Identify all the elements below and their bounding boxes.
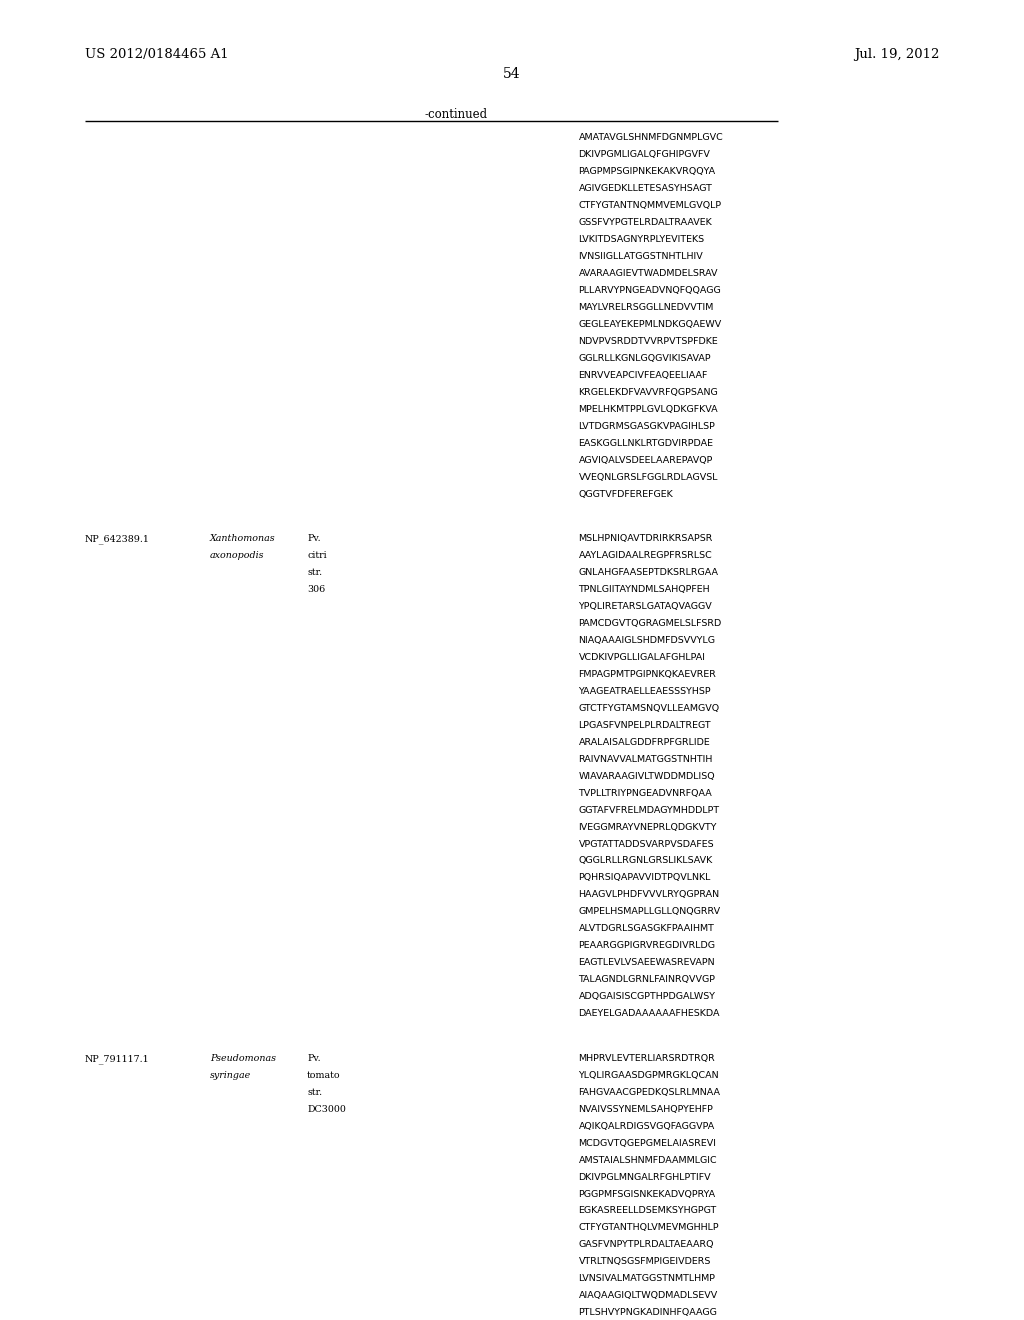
Text: NDVPVSRDDTVVRPVTSPFDKE: NDVPVSRDDTVVRPVTSPFDKE [579,337,718,346]
Text: DKIVPGLMNGALRFGHLPTIFV: DKIVPGLMNGALRFGHLPTIFV [579,1172,712,1181]
Text: QGGLRLLRGNLGRSLIKLSAVK: QGGLRLLRGNLGRSLIKLSAVK [579,857,713,866]
Text: GTCTFYGTAMSNQVLLEAMGVQ: GTCTFYGTAMSNQVLLEAMGVQ [579,704,720,713]
Text: YPQLIRETARSLGATAQVAGGV: YPQLIRETARSLGATAQVAGGV [579,602,713,611]
Text: DC3000: DC3000 [307,1105,346,1114]
Text: NP_642389.1: NP_642389.1 [85,535,150,544]
Text: LVKITDSAGNYRPLYEVITEKS: LVKITDSAGNYRPLYEVITEKS [579,235,705,244]
Text: AVARAAGIEVTWADMDELSRAV: AVARAAGIEVTWADMDELSRAV [579,269,718,279]
Text: VTRLTNQSGSFMPIGEIVDERS: VTRLTNQSGSFMPIGEIVDERS [579,1258,711,1266]
Text: PEAARGGPIGRVREGDIVRLDG: PEAARGGPIGRVREGDIVRLDG [579,941,716,950]
Text: 54: 54 [503,67,521,82]
Text: EAGTLEVLVSAEEWASREVAPN: EAGTLEVLVSAEEWASREVAPN [579,958,715,968]
Text: LVTDGRMSGASGKVPAGIHLSP: LVTDGRMSGASGKVPAGIHLSP [579,421,716,430]
Text: IVNSIIGLLATGGSTNHTLHIV: IVNSIIGLLATGGSTNHTLHIV [579,252,703,261]
Text: MAYLVRELRSGGLLNEDVVTIM: MAYLVRELRSGGLLNEDVVTIM [579,304,714,312]
Text: GGLRLLKGNLGQGVIKISAVAP: GGLRLLKGNLGQGVIKISAVAP [579,354,712,363]
Text: HAAGVLPHDFVVVLRYQGPRAN: HAAGVLPHDFVVVLRYQGPRAN [579,891,720,899]
Text: YAAGEATRAELLEAESSSYHSP: YAAGEATRAELLEAESSSYHSP [579,686,712,696]
Text: NVAIVSSYNEMLSAHQPYEHFP: NVAIVSSYNEMLSAHQPYEHFP [579,1105,714,1114]
Text: citri: citri [307,552,327,560]
Text: PGGPMFSGISNKEKADVQPRYA: PGGPMFSGISNKEKADVQPRYA [579,1189,716,1199]
Text: GASFVNPYTPLRDALTAEAARQ: GASFVNPYTPLRDALTAEAARQ [579,1241,714,1250]
Text: AMATAVGLSHNMFDGNMPLGVC: AMATAVGLSHNMFDGNMPLGVC [579,133,723,143]
Text: WIAVARAAGIVLTWDDMDLISQ: WIAVARAAGIVLTWDDMDLISQ [579,772,715,780]
Text: LPGASFVNPELPLRDALTREGT: LPGASFVNPELPLRDALTREGT [579,721,712,730]
Text: ALVTDGRLSGASGKFPAAIHMT: ALVTDGRLSGASGKFPAAIHMT [579,924,715,933]
Text: PQHRSIQAPAVVIDTPQVLNKL: PQHRSIQAPAVVIDTPQVLNKL [579,874,711,883]
Text: FMPAGPMTPGIPNKQKAEVRER: FMPAGPMTPGIPNKQKAEVRER [579,671,717,678]
Text: US 2012/0184465 A1: US 2012/0184465 A1 [85,49,228,61]
Text: AMSTAIALSHNMFDAAMMLGIC: AMSTAIALSHNMFDAAMMLGIC [579,1155,717,1164]
Text: LVNSIVALMATGGSTNMTLHMP: LVNSIVALMATGGSTNMTLHMP [579,1274,716,1283]
Text: DKIVPGMLIGALQFGHIPGVFV: DKIVPGMLIGALQFGHIPGVFV [579,150,711,160]
Text: GMPELHSMAPLLGLLQNQGRRV: GMPELHSMAPLLGLLQNQGRRV [579,907,721,916]
Text: CTFYGTANTNQMMVEMLGVQLP: CTFYGTANTNQMMVEMLGVQLP [579,201,722,210]
Text: MHPRVLEVTERLIARSRDTRQR: MHPRVLEVTERLIARSRDTRQR [579,1053,716,1063]
Text: VVEQNLGRSLFGGLRDLAGVSL: VVEQNLGRSLFGGLRDLAGVSL [579,473,718,482]
Text: GGTAFVFRELMDAGYMHDDLPT: GGTAFVFRELMDAGYMHDDLPT [579,805,720,814]
Text: KRGELEKDFVAVVRFQGPSANG: KRGELEKDFVAVVRFQGPSANG [579,388,718,397]
Text: GNLAHGFAASEPTDKSRLRGAA: GNLAHGFAASEPTDKSRLRGAA [579,568,719,577]
Text: DAEYELGADAAAAAAFHESKDA: DAEYELGADAAAAAAFHESKDA [579,1008,720,1018]
Text: RAIVNAVVALMATGGSTNHTIH: RAIVNAVVALMATGGSTNHTIH [579,755,713,764]
Text: 306: 306 [307,585,326,594]
Text: tomato: tomato [307,1071,341,1080]
Text: CTFYGTANTHQLVMEVMGHHLP: CTFYGTANTHQLVMEVMGHHLP [579,1224,719,1233]
Text: Xanthomonas: Xanthomonas [210,535,275,544]
Text: AQIKQALRDIGSVGQFAGGVPA: AQIKQALRDIGSVGQFAGGVPA [579,1122,715,1131]
Text: YLQLIRGAASDGPMRGKLQCAN: YLQLIRGAASDGPMRGKLQCAN [579,1071,719,1080]
Text: MSLHPNIQAVTDRIRKRSAPSR: MSLHPNIQAVTDRIRKRSAPSR [579,535,713,544]
Text: GSSFVYPGTELRDALTRAAVEK: GSSFVYPGTELRDALTRAAVEK [579,218,713,227]
Text: PAGPMPSGIPNKEKAKVRQQYA: PAGPMPSGIPNKEKAKVRQQYA [579,168,716,177]
Text: QGGTVFDFEREFGEK: QGGTVFDFEREFGEK [579,490,674,499]
Text: Jul. 19, 2012: Jul. 19, 2012 [854,49,939,61]
Text: ADQGAISISCGPTHPDGALWSY: ADQGAISISCGPTHPDGALWSY [579,993,716,1001]
Text: PAMCDGVTQGRAGMELSLFSRD: PAMCDGVTQGRAGMELSLFSRD [579,619,722,628]
Text: ENRVVEAPCIVFEAQEELIAAF: ENRVVEAPCIVFEAQEELIAAF [579,371,708,380]
Text: FAHGVAACGPEDKQSLRLMNAA: FAHGVAACGPEDKQSLRLMNAA [579,1088,721,1097]
Text: EGKASREELLDSEMKSYHGPGT: EGKASREELLDSEMKSYHGPGT [579,1206,717,1216]
Text: TVPLLTRIYPNGEADVNRFQAA: TVPLLTRIYPNGEADVNRFQAA [579,788,713,797]
Text: syringae: syringae [210,1071,251,1080]
Text: NP_791117.1: NP_791117.1 [85,1053,150,1064]
Text: str.: str. [307,568,323,577]
Text: TALAGNDLGRNLFAINRQVVGP: TALAGNDLGRNLFAINRQVVGP [579,975,716,985]
Text: PLLARVYPNGEADVNQFQQAGG: PLLARVYPNGEADVNQFQQAGG [579,286,721,294]
Text: -continued: -continued [425,108,488,121]
Text: AAYLAGIDAALREGPFRSRLSC: AAYLAGIDAALREGPFRSRLSC [579,552,713,560]
Text: TPNLGIITAYNDMLSAHQPFEH: TPNLGIITAYNDMLSAHQPFEH [579,585,711,594]
Text: NIAQAAAIGLSHDMFDSVVYLG: NIAQAAAIGLSHDMFDSVVYLG [579,636,716,645]
Text: EASKGGLLNKLRTGDVIRPDAE: EASKGGLLNKLRTGDVIRPDAE [579,438,714,447]
Text: Pv.: Pv. [307,1053,321,1063]
Text: axonopodis: axonopodis [210,552,264,560]
Text: Pseudomonas: Pseudomonas [210,1053,275,1063]
Text: PTLSHVYPNGKADINHFQAAGG: PTLSHVYPNGKADINHFQAAGG [579,1308,718,1317]
Text: MPELHKMTPPLGVLQDKGFKVA: MPELHKMTPPLGVLQDKGFKVA [579,405,718,413]
Text: VPGTATTADDSVARPVSDAFES: VPGTATTADDSVARPVSDAFES [579,840,714,849]
Text: AGVIQALVSDEELAAREPAVQP: AGVIQALVSDEELAAREPAVQP [579,455,713,465]
Text: str.: str. [307,1088,323,1097]
Text: VCDKIVPGLLIGALAFGHLPAI: VCDKIVPGLLIGALAFGHLPAI [579,653,706,661]
Text: AGIVGEDKLLETESASYHSAGT: AGIVGEDKLLETESASYHSAGT [579,185,713,193]
Text: AIAQAAGIQLTWQDMADLSEVV: AIAQAAGIQLTWQDMADLSEVV [579,1291,718,1300]
Text: Pv.: Pv. [307,535,321,544]
Text: ARALAISALGDDFRPFGRLIDE: ARALAISALGDDFRPFGRLIDE [579,738,711,747]
Text: MCDGVTQGEPGMELAIASREVI: MCDGVTQGEPGMELAIASREVI [579,1139,717,1147]
Text: IVEGGMRAYVNEPRLQDGKVTY: IVEGGMRAYVNEPRLQDGKVTY [579,822,717,832]
Text: GEGLEAYEKEPMLNDKGQAEWV: GEGLEAYEKEPMLNDKGQAEWV [579,319,722,329]
